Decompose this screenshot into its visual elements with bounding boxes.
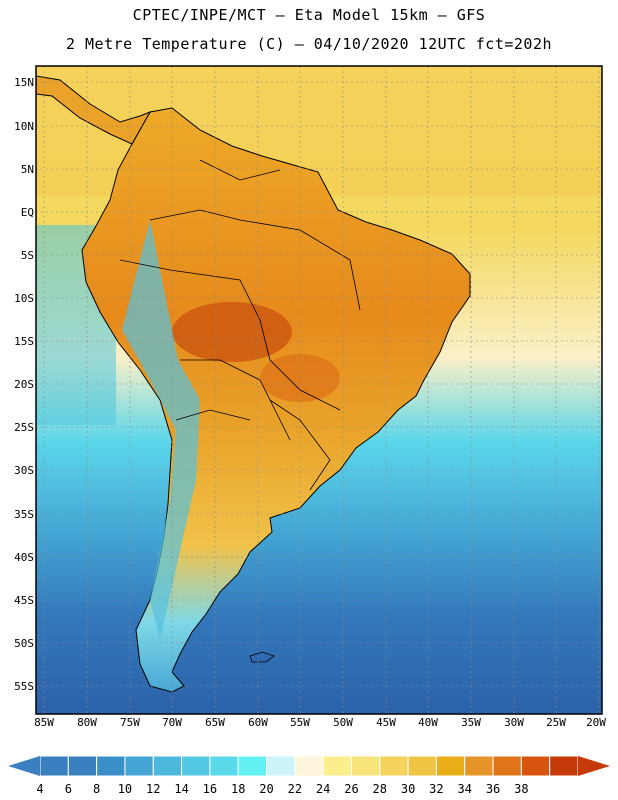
colorbar-swatch xyxy=(209,755,239,777)
lon-label: 75W xyxy=(120,716,140,729)
lat-label: 50S xyxy=(14,637,34,650)
lon-label: 35W xyxy=(461,716,481,729)
colorbar-swatch xyxy=(379,755,409,777)
colorbar-swatch xyxy=(294,755,324,777)
colorbar-swatch xyxy=(435,755,466,777)
lat-label: 55S xyxy=(14,680,34,693)
lat-label: 15N xyxy=(14,76,34,89)
colorbar-label: 4 xyxy=(36,782,44,796)
colorbar-swatch xyxy=(407,755,437,777)
lon-label: 80W xyxy=(77,716,97,729)
colorbar-label: 14 xyxy=(174,782,189,796)
lon-label: 60W xyxy=(248,716,268,729)
lon-label: 85W xyxy=(34,716,54,729)
lon-label: 65W xyxy=(205,716,225,729)
colorbar-label: 16 xyxy=(202,782,218,796)
lat-label: 40S xyxy=(14,551,34,564)
colorbar-right-arrow xyxy=(578,756,610,776)
colorbar-swatch xyxy=(492,755,522,777)
lat-label: 10N xyxy=(14,120,34,133)
lat-label: 35S xyxy=(14,508,34,521)
colorbar-label: 8 xyxy=(93,782,101,796)
colorbar-swatch xyxy=(124,755,154,777)
lon-label: 30W xyxy=(504,716,524,729)
falkland-islands xyxy=(249,651,275,663)
lat-label: 20S xyxy=(14,378,34,391)
colorbar-swatch xyxy=(464,755,494,777)
colorbar-label: 30 xyxy=(400,782,416,796)
lat-label: 30S xyxy=(14,464,34,477)
colorbar-label: 20 xyxy=(259,782,274,796)
lon-label: 40W xyxy=(418,716,438,729)
map-title-line2: 2 Metre Temperature (C) – 04/10/2020 12U… xyxy=(65,35,553,53)
colorbar-swatch xyxy=(96,755,126,777)
colorbar-label: 22 xyxy=(287,782,303,796)
lon-label: 20W xyxy=(586,716,606,729)
lat-label: 5S xyxy=(20,249,34,262)
hot-core-bolivia-brazil xyxy=(172,302,292,362)
lon-label: 45W xyxy=(376,716,396,729)
colorbar-swatches xyxy=(39,755,579,777)
colorbar-swatch xyxy=(67,755,98,777)
colorbar-label: 28 xyxy=(372,782,387,796)
lat-label: EQ xyxy=(20,206,34,219)
colorbar-swatch xyxy=(520,755,551,777)
andes-cool-strip xyxy=(122,220,200,640)
lon-label: 55W xyxy=(290,716,310,729)
colorbar-swatch xyxy=(181,755,211,777)
map-frame xyxy=(35,65,603,715)
colorbar-swatch xyxy=(350,755,381,777)
temperature-map xyxy=(35,65,603,715)
colorbar-swatch xyxy=(266,755,296,777)
colorbar-label: 6 xyxy=(64,782,72,796)
lat-label: 45S xyxy=(14,594,34,607)
lon-label: 70W xyxy=(162,716,182,729)
central-america xyxy=(36,75,152,145)
colorbar-swatch xyxy=(322,755,352,777)
colorbar-label: 12 xyxy=(146,782,161,796)
colorbar-swatch xyxy=(152,755,183,777)
colorbar-swatch xyxy=(39,755,69,777)
colorbar-label: 24 xyxy=(315,782,331,796)
lat-label: 10S xyxy=(14,292,34,305)
colorbar-left-arrow xyxy=(8,756,40,776)
graticule xyxy=(36,66,602,714)
colorbar-label: 32 xyxy=(429,782,444,796)
lat-label: 25S xyxy=(14,421,34,434)
country-borders xyxy=(119,159,361,491)
colorbar-swatch xyxy=(549,755,579,777)
colorbar-label: 36 xyxy=(485,782,501,796)
colorbar-label: 38 xyxy=(514,782,529,796)
colorbar-label: 18 xyxy=(230,782,246,796)
map-title-line1: CPTEC/INPE/MCT – Eta Model 15km – GFS xyxy=(132,6,486,24)
lat-label: 5N xyxy=(20,163,34,176)
colorbar-label: 34 xyxy=(457,782,472,796)
lon-label: 25W xyxy=(546,716,566,729)
lat-label: 15S xyxy=(14,335,34,348)
colorbar-label: 10 xyxy=(117,782,133,796)
temperature-colorbar xyxy=(8,755,610,777)
colorbar-label: 26 xyxy=(344,782,359,796)
colorbar-swatch xyxy=(237,755,268,777)
lon-label: 50W xyxy=(333,716,353,729)
